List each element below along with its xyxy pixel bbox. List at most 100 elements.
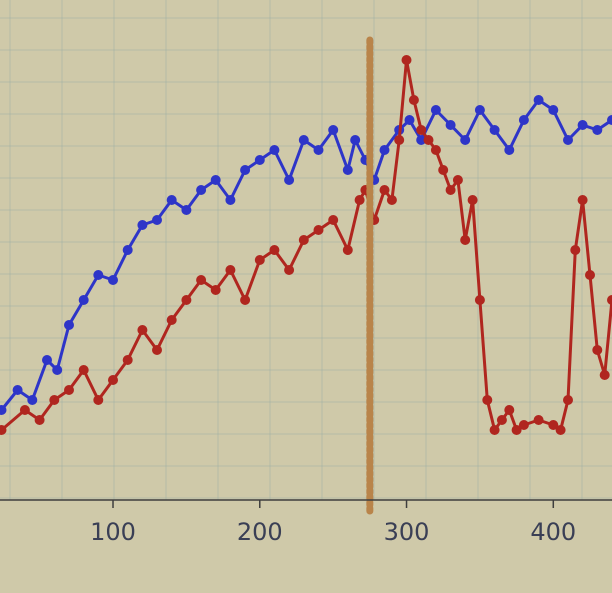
series-1-point (313, 145, 324, 155)
series-2-point (577, 195, 588, 205)
series-2-point (19, 405, 30, 415)
series-1-point (152, 215, 162, 225)
x-tick-label: 300 (384, 518, 430, 546)
series-2-point (166, 315, 177, 325)
series-2-point (430, 145, 441, 155)
series-2-point (210, 285, 221, 295)
series-1-point (328, 125, 339, 135)
series-2-point (196, 275, 207, 285)
series-1-point (181, 205, 192, 215)
series-1-point (592, 125, 603, 135)
series-2-point (416, 125, 427, 135)
series-2-point (181, 295, 192, 305)
grid (0, 0, 612, 500)
series-2-point (225, 265, 236, 275)
series-2-point (269, 245, 280, 255)
series-1-point (518, 115, 529, 125)
series-1-point (108, 275, 118, 285)
series-2-point (401, 55, 412, 65)
series-2-point (342, 245, 353, 255)
x-axis: 100 200 300 400 (0, 499, 612, 546)
series-2-point (298, 235, 309, 245)
series-1-point (533, 95, 544, 105)
series-1-point (93, 270, 104, 280)
series-2-point (137, 325, 148, 335)
series-2-point (240, 295, 251, 305)
series-1-point (78, 295, 89, 305)
series-2-point (379, 185, 390, 195)
x-tick-label: 200 (237, 518, 283, 546)
series-2-point (592, 345, 603, 355)
series-2-point (423, 135, 434, 145)
series-2-point (563, 395, 573, 405)
series-1-point (196, 185, 207, 195)
plot-area (0, 36, 612, 516)
series-2-point (504, 405, 515, 415)
series-2-point (585, 270, 595, 280)
series-2-point (548, 420, 559, 430)
series-1-point (166, 195, 177, 205)
series-2-point (108, 375, 118, 385)
series-1-point (350, 135, 361, 145)
series-1-point (52, 365, 63, 375)
series-2-point (445, 185, 456, 195)
series-1-point (430, 105, 441, 115)
series-2-point (438, 165, 449, 175)
series-2-point (570, 245, 581, 255)
series-1-point (12, 385, 23, 395)
series-2-point (386, 195, 397, 205)
series-1-point (254, 155, 265, 165)
series-2-point (533, 415, 544, 425)
series-2-point (64, 385, 74, 395)
series-2-point (496, 415, 507, 425)
series-1-point (504, 145, 515, 155)
series-2-point (467, 195, 478, 205)
series-1-point (379, 145, 390, 155)
series-2-point (78, 365, 89, 375)
series-1-point (445, 120, 456, 130)
series-2-point (511, 425, 522, 435)
series-1-point (284, 175, 295, 185)
series-1-point (42, 355, 52, 365)
x-tick-label: 100 (90, 518, 136, 546)
series-2-point (599, 370, 610, 380)
series-2-point (460, 235, 471, 245)
series-2-point (394, 135, 405, 145)
series-2-point (452, 175, 463, 185)
series-2-point (474, 295, 485, 305)
series-1-point (404, 115, 415, 125)
series-1-point (27, 395, 38, 405)
series-2-point (254, 255, 265, 265)
series-2-point (0, 425, 7, 435)
series-1-point (460, 135, 471, 145)
series-1-point (225, 195, 236, 205)
series-2-point (555, 425, 566, 435)
series-1-point (122, 245, 133, 255)
series-2-point (34, 415, 45, 425)
series-1-point (298, 135, 309, 145)
series-2-point (518, 420, 529, 430)
series-2-point (328, 215, 339, 225)
series-2-point (49, 395, 60, 405)
series-2-point (284, 265, 295, 275)
series-1-point (64, 320, 74, 330)
series-2-point (354, 195, 365, 205)
series-2-point (408, 95, 419, 105)
series-1-point (269, 145, 280, 155)
x-tick-label: 400 (530, 518, 576, 546)
series-1-point (577, 120, 588, 130)
series-1-point (548, 105, 559, 115)
series-2-point (482, 395, 493, 405)
series-2-point (122, 355, 133, 365)
series-2-point (93, 395, 104, 405)
series-2-point (489, 425, 500, 435)
series-1-point (489, 125, 500, 135)
series-2-point (607, 295, 612, 305)
series-1-point (563, 135, 573, 145)
series-1-point (342, 165, 353, 175)
series-1-point (137, 220, 148, 230)
series-1-point (607, 115, 612, 125)
